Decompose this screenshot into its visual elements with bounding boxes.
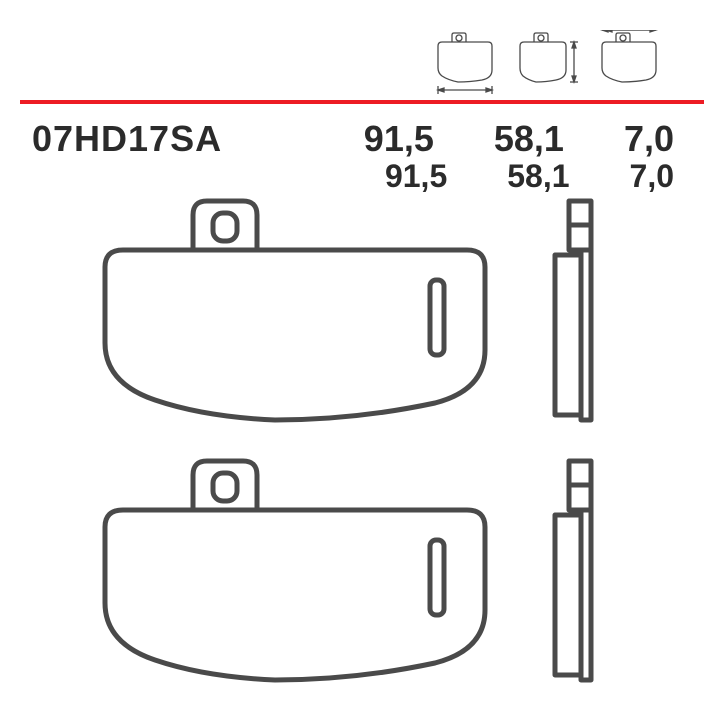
- dimensions-row-1: 91,5 58,1 7,0: [364, 118, 674, 160]
- dim-height-1: 58,1: [494, 118, 564, 160]
- red-separator-line: [20, 100, 704, 104]
- dim-icon-width: [430, 30, 500, 100]
- dim-width-1: 91,5: [364, 118, 434, 160]
- dimensions-row-2: 91,5 58,1 7,0: [385, 158, 674, 195]
- brake-pad-group-2: [75, 455, 615, 685]
- small-pad-icon: [430, 30, 500, 100]
- main-diagram: [75, 195, 615, 715]
- dimension-icons-row: [430, 30, 664, 100]
- brake-pad-front-2: [75, 455, 515, 685]
- dim-height-2: 58,1: [507, 158, 569, 195]
- dim-width-2: 91,5: [385, 158, 447, 195]
- brake-pad-group-1: [75, 195, 615, 425]
- dim-thickness-2: 7,0: [630, 158, 674, 195]
- part-number: 07HD17SA: [32, 118, 222, 160]
- spec-row-1: 07HD17SA 91,5 58,1 7,0: [32, 118, 674, 160]
- dim-icon-thickness: [594, 30, 664, 100]
- spec-row-2: 07HD17SA 91,5 58,1 7,0: [32, 158, 674, 195]
- brake-pad-front-1: [75, 195, 515, 425]
- brake-pad-side-1: [545, 195, 615, 425]
- brake-pad-side-2: [545, 455, 615, 685]
- dim-thickness-1: 7,0: [624, 118, 674, 160]
- small-pad-icon: [512, 30, 582, 100]
- small-pad-icon: [594, 30, 664, 100]
- dim-icon-height: [512, 30, 582, 100]
